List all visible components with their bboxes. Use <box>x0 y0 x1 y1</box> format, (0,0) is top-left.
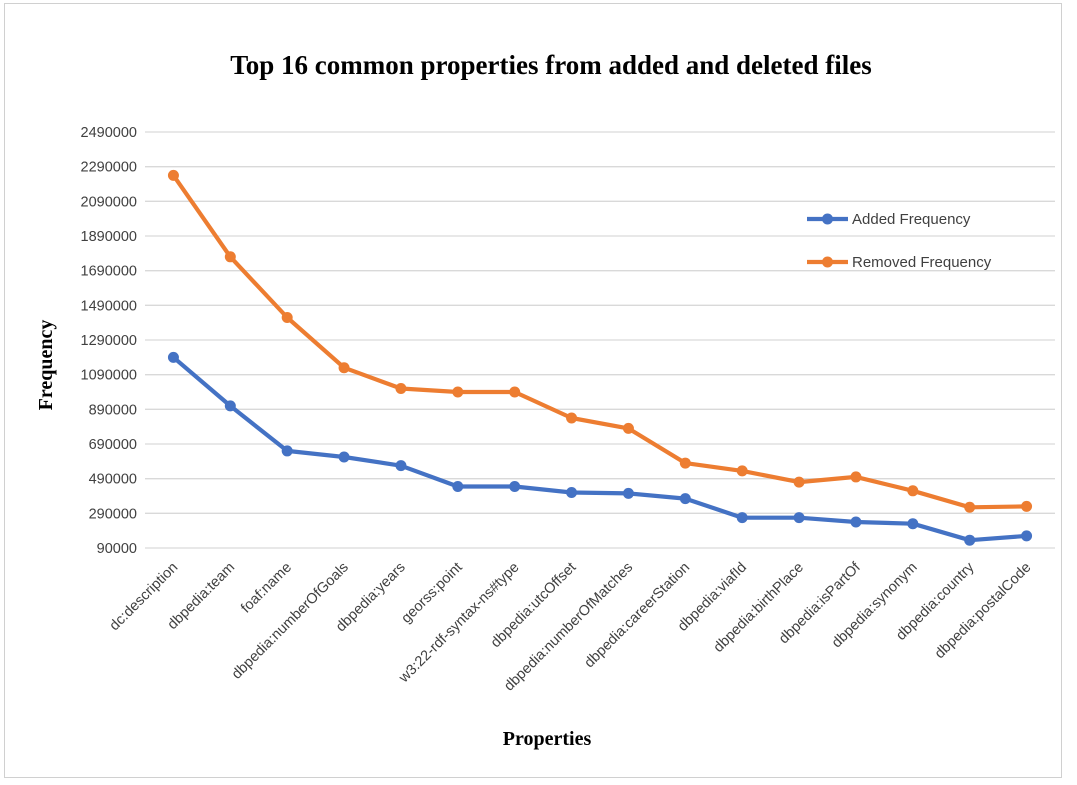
y-tick-label: 1490000 <box>81 298 137 314</box>
data-point[interactable] <box>509 480 521 492</box>
y-axis-ticks: 90000 290000 490000 690000 890000 1090000 1290… <box>81 125 137 557</box>
legend-marker <box>822 213 833 225</box>
data-point[interactable] <box>907 518 919 530</box>
data-point[interactable] <box>793 476 805 488</box>
data-point[interactable] <box>1021 500 1033 512</box>
y-tick-label: 690000 <box>89 437 137 453</box>
y-tick-label: 2090000 <box>81 194 137 210</box>
y-tick-label: 490000 <box>89 472 137 488</box>
data-point[interactable] <box>566 412 578 424</box>
series-lines <box>167 169 1033 546</box>
data-point[interactable] <box>566 487 578 499</box>
data-point[interactable] <box>281 311 293 323</box>
y-axis-title: Frequency <box>35 320 57 411</box>
y-tick-label: 2490000 <box>81 125 137 141</box>
chart-title: Top 16 common properties from added and … <box>230 50 872 80</box>
chart-area[interactable]: Top 16 common properties from added and … <box>4 3 1062 778</box>
data-point[interactable] <box>907 485 919 497</box>
y-tick-label: 1290000 <box>81 333 137 349</box>
y-tick-label: 2290000 <box>81 160 137 176</box>
data-point[interactable] <box>167 169 179 181</box>
data-point[interactable] <box>622 422 634 434</box>
data-point[interactable] <box>224 251 236 263</box>
data-point[interactable] <box>622 487 634 499</box>
data-point[interactable] <box>964 534 976 546</box>
legend: Added Frequency Removed Frequency <box>807 211 992 271</box>
y-tick-label: 1690000 <box>81 264 137 280</box>
x-tick-label: dbpedia:postalCode <box>932 560 1035 663</box>
data-point[interactable] <box>281 445 293 457</box>
y-tick-label: 1890000 <box>81 229 137 245</box>
data-point[interactable] <box>452 480 464 492</box>
legend-label: Added Frequency <box>852 211 971 228</box>
legend-item: Removed Frequency <box>807 254 992 271</box>
y-tick-label: 890000 <box>89 402 137 418</box>
data-point[interactable] <box>509 386 521 398</box>
data-point[interactable] <box>224 400 236 412</box>
data-point[interactable] <box>395 383 407 395</box>
series-line <box>171 173 1029 510</box>
y-tick-label: 1090000 <box>81 368 137 384</box>
gridlines <box>145 131 1055 549</box>
data-point[interactable] <box>1021 530 1033 542</box>
data-point[interactable] <box>964 501 976 513</box>
data-point[interactable] <box>850 471 862 483</box>
data-point[interactable] <box>679 457 691 469</box>
data-point[interactable] <box>167 351 179 363</box>
y-tick-label: 90000 <box>97 541 137 557</box>
x-tick-label: foaf:name <box>238 560 295 617</box>
data-point[interactable] <box>793 512 805 524</box>
legend-item: Added Frequency <box>807 211 971 228</box>
line-chart: Top 16 common properties from added and … <box>35 50 1055 750</box>
data-point[interactable] <box>452 386 464 398</box>
legend-marker <box>822 256 833 268</box>
x-tick-label: dbpedia:careerStation <box>581 560 693 672</box>
data-point[interactable] <box>338 362 350 374</box>
data-point[interactable] <box>736 512 748 524</box>
data-point[interactable] <box>338 451 350 463</box>
x-tick-label: dbpedia:numberOfGoals <box>229 560 352 683</box>
data-point[interactable] <box>679 493 691 505</box>
y-tick-label: 290000 <box>89 506 137 522</box>
series-removed-frequency <box>167 169 1033 513</box>
data-point[interactable] <box>395 460 407 472</box>
data-point[interactable] <box>850 516 862 528</box>
legend-label: Removed Frequency <box>852 254 992 271</box>
x-axis-title: Properties <box>503 728 592 750</box>
series-added-frequency <box>167 351 1033 546</box>
series-line <box>171 355 1029 543</box>
data-point[interactable] <box>736 465 748 477</box>
